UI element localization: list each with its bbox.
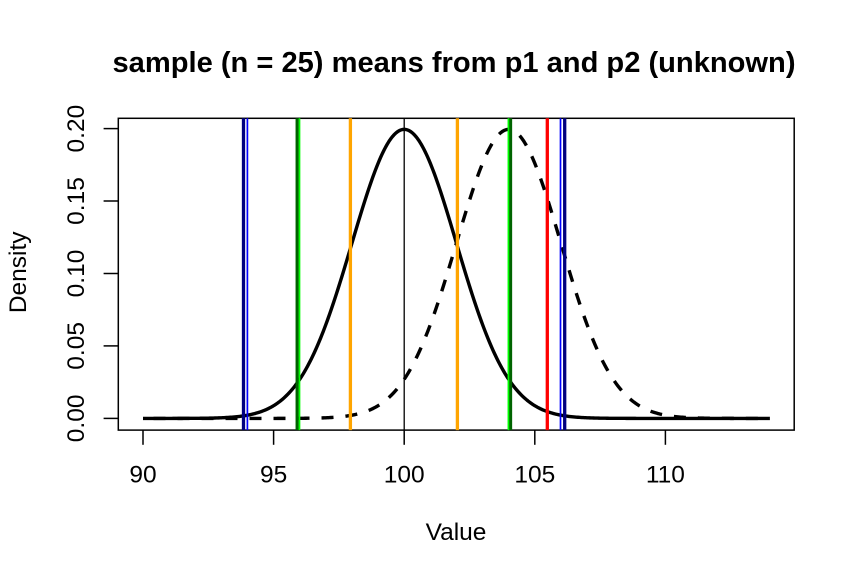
svg-text:105: 105 [514, 462, 555, 489]
svg-text:sample (n = 25) means from p1: sample (n = 25) means from p1 and p2 (un… [112, 47, 795, 79]
svg-text:0.20: 0.20 [63, 105, 90, 153]
svg-text:95: 95 [260, 462, 287, 489]
svg-text:0.05: 0.05 [63, 322, 90, 370]
svg-text:100: 100 [384, 462, 425, 489]
svg-text:0.10: 0.10 [63, 250, 90, 298]
svg-text:Density: Density [5, 231, 32, 313]
svg-text:Value: Value [426, 519, 487, 546]
svg-text:0.00: 0.00 [63, 395, 90, 443]
svg-text:90: 90 [129, 462, 156, 489]
svg-text:110: 110 [646, 462, 685, 489]
svg-text:0.15: 0.15 [63, 177, 90, 225]
